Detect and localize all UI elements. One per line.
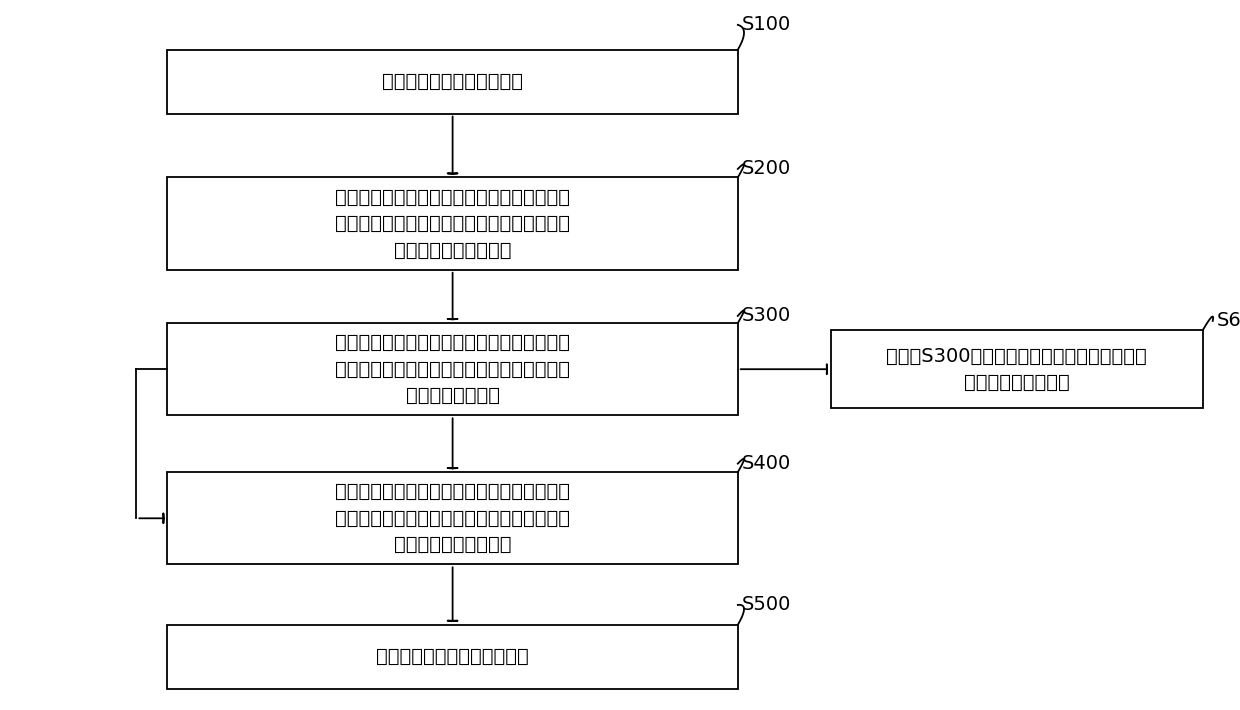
Text: 将一段浮选精矿和二段浮选精矿与羧甲基纤维
素钠、碳酸钠、十八烷基甲苯磺酸钠和二乙烯
三胺混合进行一段精选: 将一段浮选精矿和二段浮选精矿与羧甲基纤维 素钠、碳酸钠、十八烷基甲苯磺酸钠和二乙… [335, 482, 570, 555]
Text: S300: S300 [742, 307, 791, 325]
Bar [167, 625, 738, 689]
Text: 将磨矿细料与羧甲基纤维素钠、碳酸钠、十八
烷基甲苯磺酸钠、二乙烯三胺、丁基黄药和松
醇油混合进行一段浮选: 将磨矿细料与羧甲基纤维素钠、碳酸钠、十八 烷基甲苯磺酸钠、二乙烯三胺、丁基黄药和… [335, 187, 570, 260]
Bar [167, 323, 738, 415]
Text: S400: S400 [742, 454, 791, 473]
Text: 将镍多金属矿进行磨矿处理: 将镍多金属矿进行磨矿处理 [382, 72, 523, 91]
Bar [167, 472, 738, 564]
Text: S100: S100 [742, 16, 791, 34]
Text: S600: S600 [1216, 312, 1240, 330]
Text: S200: S200 [742, 160, 791, 178]
Bar [167, 178, 738, 270]
Text: S500: S500 [742, 596, 791, 614]
Text: 将步骤S300得到的二段浮选尾矿与丁基黄药和
松醇油混合进行扫选: 将步骤S300得到的二段浮选尾矿与丁基黄药和 松醇油混合进行扫选 [887, 346, 1147, 392]
Text: 将一段精选精矿进行二段精选: 将一段精选精矿进行二段精选 [376, 648, 529, 666]
Text: 将一段浮选尾矿与羧甲基纤维素钠、十八烷基
甲苯磺酸钠、二乙烯三胺、丁基黄药和松醇油
混合进行二段浮选: 将一段浮选尾矿与羧甲基纤维素钠、十八烷基 甲苯磺酸钠、二乙烯三胺、丁基黄药和松醇… [335, 333, 570, 405]
Bar [167, 50, 738, 114]
Bar [831, 330, 1203, 408]
